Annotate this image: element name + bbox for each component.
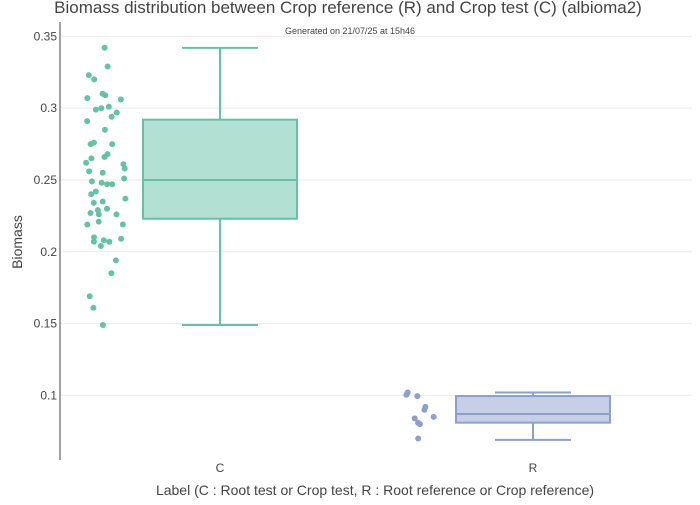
- data-point: [106, 238, 113, 245]
- y-tick-label: 0.35: [34, 29, 58, 43]
- x-tick-label: R: [529, 461, 538, 475]
- data-point: [403, 391, 410, 398]
- data-point: [91, 234, 97, 241]
- data-point: [121, 165, 128, 172]
- data-point: [100, 237, 107, 244]
- data-point: [90, 304, 97, 311]
- data-point: [101, 44, 108, 51]
- y-tick-label: 0.15: [34, 317, 58, 331]
- data-point: [102, 92, 109, 99]
- data-point: [119, 221, 126, 228]
- data-point: [416, 421, 423, 428]
- data-point: [112, 257, 119, 264]
- data-points: [83, 44, 437, 442]
- data-point: [109, 181, 116, 188]
- data-point: [414, 393, 421, 400]
- data-point: [95, 218, 102, 225]
- data-point: [90, 199, 97, 206]
- data-point: [117, 96, 124, 103]
- data-point: [97, 243, 104, 249]
- y-axis-title: Biomass: [9, 215, 25, 269]
- data-point: [113, 211, 120, 218]
- data-point: [430, 413, 437, 420]
- data-point: [88, 155, 95, 162]
- box-C: [142, 46, 298, 327]
- x-tick-label: C: [216, 461, 225, 475]
- data-point: [91, 76, 98, 83]
- data-point: [92, 188, 99, 195]
- data-point: [92, 106, 99, 113]
- box-R: [455, 391, 611, 441]
- data-point: [98, 179, 105, 186]
- data-point: [421, 406, 428, 413]
- data-point: [108, 270, 115, 277]
- y-axis-ticks: 0.1 0.15 0.2 0.25 0.3 0.35: [34, 29, 58, 402]
- data-point: [99, 169, 106, 176]
- y-tick-label: 0.2: [40, 245, 57, 259]
- boxes: [142, 46, 611, 441]
- data-point: [108, 113, 115, 120]
- data-point: [88, 178, 95, 185]
- data-point: [113, 109, 120, 116]
- data-point: [121, 175, 128, 182]
- data-point: [104, 205, 110, 212]
- data-point: [86, 168, 93, 175]
- data-point: [87, 141, 94, 148]
- data-point: [85, 72, 92, 79]
- iqr-box: [455, 395, 611, 424]
- chart-title: Biomass distribution between Crop refere…: [54, 0, 642, 17]
- data-point: [415, 435, 422, 442]
- data-point: [88, 191, 95, 198]
- data-point: [84, 118, 91, 125]
- data-point: [411, 415, 418, 422]
- data-point: [98, 105, 105, 112]
- data-point: [95, 211, 102, 218]
- data-point: [99, 198, 106, 205]
- data-point: [84, 95, 91, 102]
- y-tick-label: 0.25: [34, 173, 58, 187]
- data-point: [122, 195, 129, 202]
- y-tick-label: 0.1: [40, 388, 57, 402]
- data-point: [99, 322, 106, 328]
- y-tick-label: 0.3: [40, 101, 57, 115]
- data-point: [105, 103, 112, 110]
- iqr-box: [142, 118, 298, 220]
- data-point: [86, 293, 93, 300]
- data-point: [104, 181, 111, 188]
- data-point: [83, 159, 90, 166]
- data-point: [84, 221, 91, 228]
- x-axis-title: Label (C : Root test or Crop test, R : R…: [156, 482, 594, 498]
- data-point: [101, 154, 108, 160]
- data-point: [118, 235, 125, 242]
- data-point: [90, 238, 97, 245]
- data-point: [104, 63, 111, 70]
- data-point: [87, 210, 94, 216]
- data-point: [109, 141, 116, 148]
- data-point: [101, 126, 108, 133]
- chart-subtitle: Generated on 21/07/25 at 15h46: [285, 26, 415, 36]
